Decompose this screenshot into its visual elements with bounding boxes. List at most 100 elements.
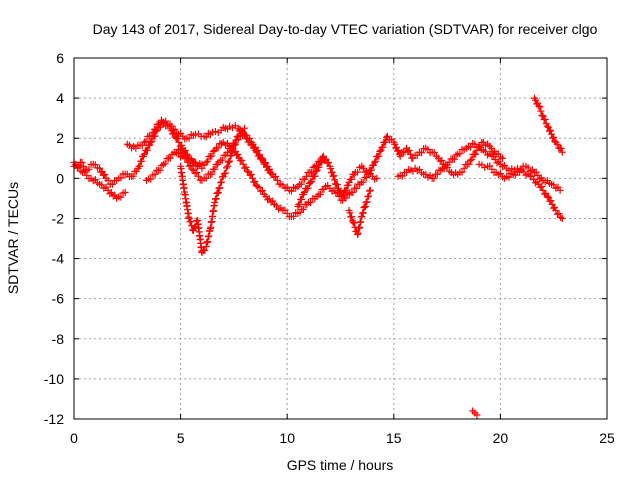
data-point	[366, 186, 374, 194]
data-point	[246, 134, 254, 142]
data-point	[169, 126, 177, 134]
data-point	[299, 205, 307, 213]
y-tick-label: -6	[52, 291, 65, 307]
data-point	[547, 197, 555, 205]
data-point	[553, 210, 561, 218]
data-point	[550, 133, 558, 141]
data-point	[222, 164, 230, 172]
data-point	[556, 186, 564, 194]
data-point	[327, 165, 335, 173]
data-point	[156, 166, 164, 174]
data-point	[538, 111, 546, 119]
data-point	[543, 122, 551, 130]
data-point	[182, 154, 190, 162]
data-point	[383, 132, 391, 140]
data-point	[189, 226, 197, 234]
data-point	[77, 167, 85, 175]
x-tick-labels: 0 5 10 15 20 25	[70, 430, 615, 446]
data-point	[350, 219, 358, 227]
data-point	[308, 168, 316, 176]
data-point	[348, 175, 356, 183]
data-point	[185, 214, 193, 222]
data-point	[272, 173, 280, 181]
data-point	[129, 172, 137, 180]
data-point	[171, 125, 179, 133]
data-point	[190, 223, 198, 231]
data-point	[328, 168, 336, 176]
data-point	[468, 155, 476, 163]
data-point	[287, 187, 295, 195]
data-point	[174, 134, 182, 142]
data-point	[379, 143, 387, 151]
data-point	[557, 213, 565, 221]
grid	[74, 58, 607, 419]
data-point	[311, 162, 319, 170]
data-point	[348, 213, 356, 221]
y-tick-label: 0	[56, 170, 64, 186]
data-point	[304, 184, 312, 192]
data-point	[188, 165, 196, 173]
data-point	[456, 150, 464, 158]
data-point	[430, 175, 438, 183]
data-point	[255, 183, 263, 191]
data-point	[541, 115, 549, 123]
data-point	[147, 132, 155, 140]
data-point	[243, 167, 251, 175]
x-tick-label: 20	[493, 430, 509, 446]
data-point	[438, 156, 446, 164]
data-point	[214, 189, 222, 197]
data-point	[80, 162, 88, 170]
data-point	[111, 191, 119, 199]
y-tick-label: -10	[44, 371, 64, 387]
data-point	[211, 165, 219, 173]
data-point	[218, 140, 226, 148]
data-point	[212, 195, 220, 203]
data-point	[253, 182, 261, 190]
data-point	[382, 138, 390, 146]
y-tick-label: -2	[52, 210, 65, 226]
data-point	[365, 187, 373, 195]
data-point	[450, 155, 458, 163]
data-point	[104, 176, 112, 184]
data-point	[372, 157, 380, 165]
data-point	[73, 164, 81, 172]
data-point	[396, 152, 404, 160]
data-point	[117, 174, 125, 182]
data-point	[238, 156, 246, 164]
data-point	[226, 157, 234, 165]
y-tick-label: -4	[52, 251, 65, 267]
data-point	[406, 150, 414, 158]
data-point	[241, 124, 249, 132]
data-point	[247, 171, 255, 179]
data-point	[266, 168, 274, 176]
data-point	[296, 200, 304, 208]
data-point	[138, 157, 146, 165]
data-point	[373, 174, 381, 182]
data-point	[349, 218, 357, 226]
data-point	[242, 163, 250, 171]
x-tick-label: 15	[386, 430, 402, 446]
data-point	[234, 136, 242, 144]
data-point	[218, 156, 226, 164]
data-point	[354, 168, 362, 176]
data-point	[553, 140, 561, 148]
data-point	[430, 148, 438, 156]
data-point	[359, 164, 367, 172]
data-point	[337, 187, 344, 195]
data-point	[254, 146, 262, 154]
data-point	[535, 102, 543, 110]
data-point	[201, 246, 209, 254]
data-point	[290, 212, 298, 220]
data-point	[121, 188, 129, 196]
data-point	[208, 170, 216, 178]
data-point	[72, 160, 80, 168]
data-point	[472, 150, 480, 158]
data-point	[151, 170, 159, 178]
data-point	[187, 161, 195, 169]
data-point	[536, 103, 544, 111]
data-point	[297, 180, 305, 188]
data-point	[161, 159, 169, 167]
data-point	[191, 169, 199, 177]
data-point	[264, 163, 272, 171]
data-point	[331, 176, 339, 184]
